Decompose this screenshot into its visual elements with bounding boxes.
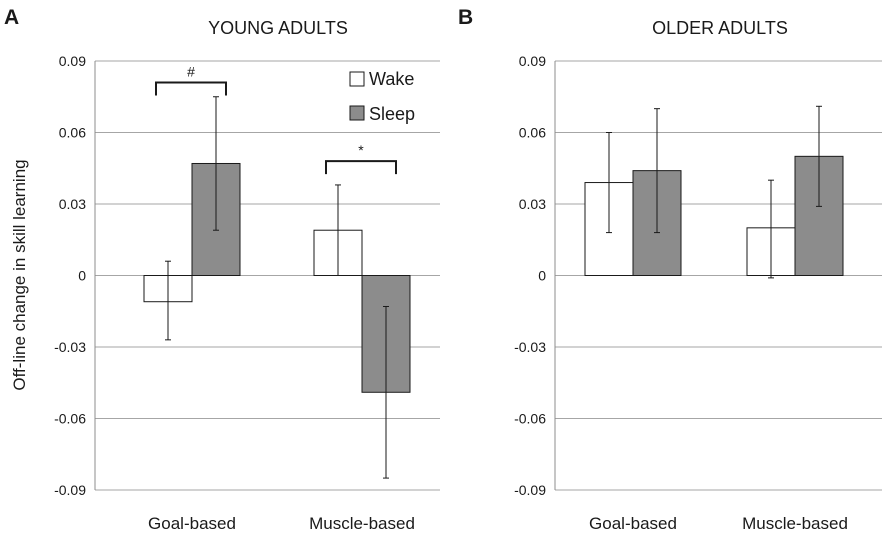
category-label: Goal-based [589, 514, 677, 533]
chart-panel-young: 0.09 0.06 0.03 0 -0.03 -0.06 -0.09 Goal-based Mu… [54, 53, 440, 533]
category-label: Muscle-based [742, 514, 848, 533]
significance-bracket [155, 81, 227, 96]
y-tick-label: 0.09 [519, 53, 546, 69]
y-tick-label: 0.09 [59, 53, 86, 69]
y-tick-label: -0.06 [54, 411, 86, 427]
y-tick-label: -0.03 [514, 339, 546, 355]
y-tick-label: 0.06 [59, 125, 86, 141]
y-axis-label: Off-line change in skill learning [10, 159, 29, 390]
y-tick-label: 0.06 [519, 125, 546, 141]
y-tick-label: 0 [538, 268, 546, 284]
chart-title-young: YOUNG ADULTS [208, 18, 348, 38]
y-tick-label: 0 [78, 268, 86, 284]
panel-letter-b: B [458, 6, 473, 29]
chart-title-older: OLDER ADULTS [652, 18, 788, 38]
legend: Wake Sleep [349, 69, 415, 124]
category-label: Goal-based [148, 514, 236, 533]
y-tick-label: -0.09 [514, 482, 546, 498]
legend-label-wake: Wake [369, 69, 414, 89]
panel-letter-a: A [4, 6, 19, 29]
y-tick-label: 0.03 [519, 196, 546, 212]
significance-marker: # [187, 63, 195, 79]
y-tick-label: -0.06 [514, 411, 546, 427]
y-tick-label: 0.03 [59, 196, 86, 212]
legend-swatch-wake [349, 71, 365, 87]
significance-bracket [325, 160, 397, 175]
category-label: Muscle-based [309, 514, 415, 533]
y-tick-label: -0.09 [54, 482, 86, 498]
legend-label-sleep: Sleep [369, 104, 415, 124]
legend-swatch-sleep [349, 105, 365, 121]
significance-marker: * [358, 142, 364, 158]
y-tick-label: -0.03 [54, 339, 86, 355]
chart-panel-older: 0.09 0.06 0.03 0 -0.03 -0.06 -0.09 Goal-based Mu… [514, 53, 882, 533]
